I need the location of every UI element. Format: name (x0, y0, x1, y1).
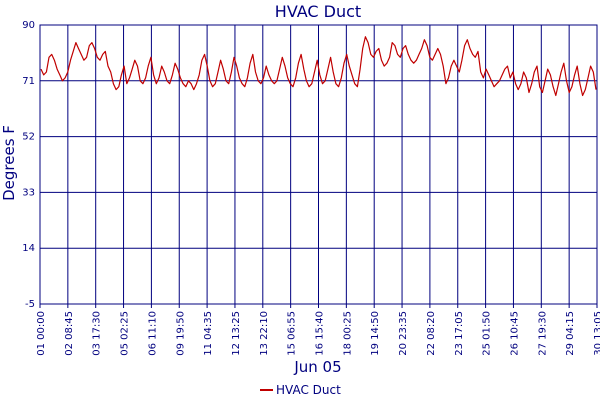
x-tick-label: 15 06:55 (287, 311, 298, 356)
series-line-hvac-duct (40, 36, 597, 97)
y-tick-label: 90 (22, 20, 35, 31)
x-tick-label: 26 10:45 (509, 311, 520, 356)
y-axis-ticks: -5 14 33 52 71 90 (22, 20, 35, 310)
y-tick-label: 14 (22, 243, 35, 254)
x-tick-label: 13 22:10 (259, 311, 270, 356)
x-tick-label: 22 08:20 (426, 311, 437, 356)
x-tick-label: 06 11:10 (147, 311, 158, 356)
x-axis-label: Jun 05 (293, 358, 341, 376)
y-tick-label: 71 (22, 76, 35, 87)
x-tick-label: 09 19:50 (175, 311, 186, 356)
chart-grid (39, 24, 598, 308)
x-tick-label: 23 17:05 (454, 311, 465, 356)
x-tick-label: 29 04:15 (565, 311, 576, 356)
legend: HVAC Duct (260, 383, 341, 397)
x-tick-label: 16 15:40 (315, 311, 326, 356)
x-tick-label: 11 04:35 (203, 311, 214, 356)
series-group (40, 36, 597, 97)
y-axis-label: Degrees F (0, 125, 18, 201)
x-tick-label: 18 00:25 (342, 311, 353, 356)
x-axis-ticks: 01 00:00 02 08:45 03 17:30 05 02:25 06 11:10… (36, 311, 600, 356)
x-tick-label: 30 13:05 (593, 311, 600, 356)
x-tick-label: 03 17:30 (92, 311, 103, 356)
x-tick-label: 02 08:45 (64, 311, 75, 356)
x-tick-label: 12 13:25 (231, 311, 242, 356)
y-tick-label: -5 (25, 299, 35, 310)
x-tick-label: 19 14:50 (370, 311, 381, 356)
y-tick-label: 52 (22, 132, 35, 143)
x-tick-label: 27 19:30 (537, 311, 548, 356)
chart-title: HVAC Duct (275, 2, 361, 21)
x-tick-label: 20 23:35 (398, 311, 409, 356)
x-tick-label: 05 02:25 (120, 311, 131, 356)
y-tick-label: 33 (22, 187, 35, 198)
x-tick-label: 01 00:00 (36, 311, 47, 356)
legend-label: HVAC Duct (276, 383, 341, 397)
x-tick-label: 25 01:50 (482, 311, 493, 356)
